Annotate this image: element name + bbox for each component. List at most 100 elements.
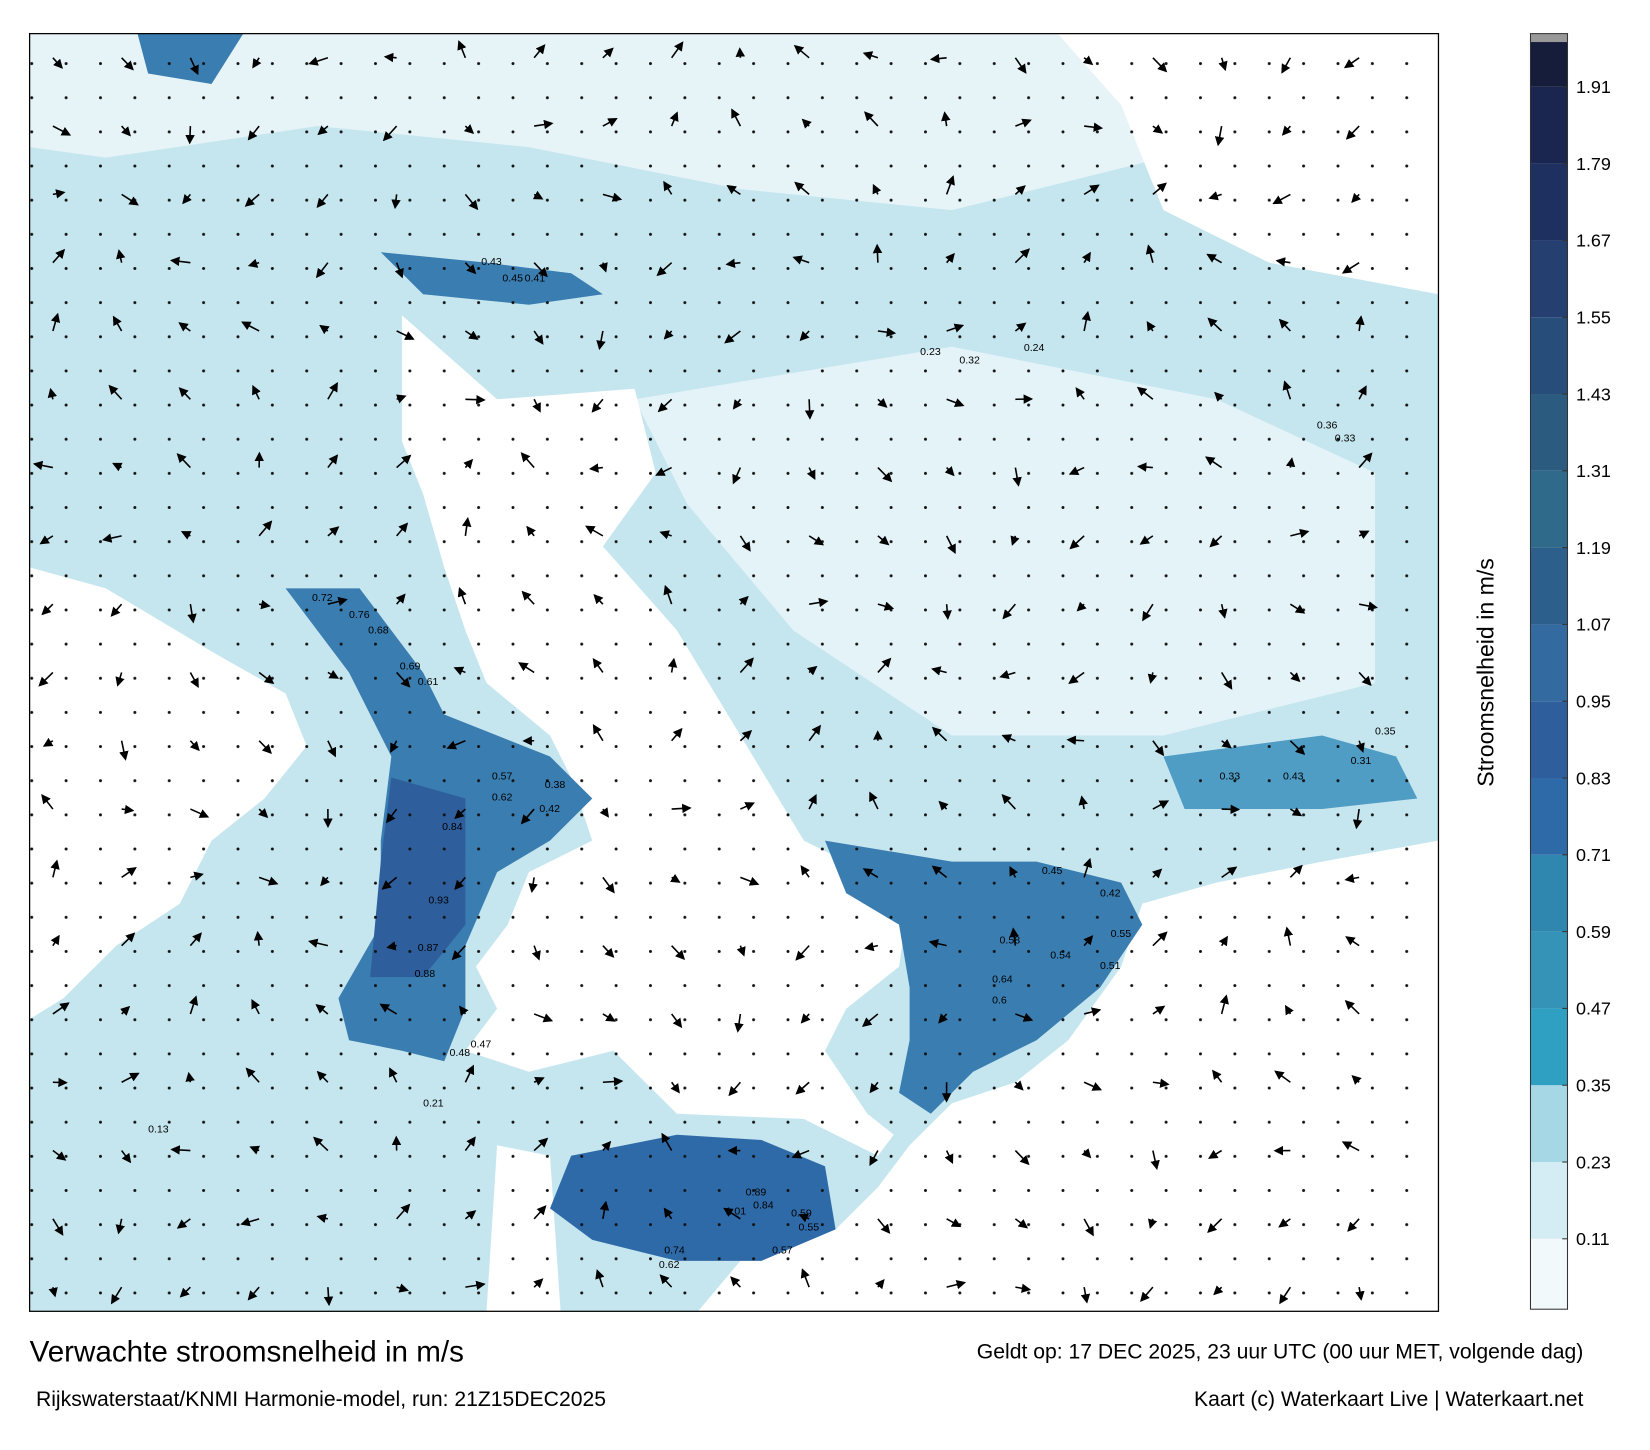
current-arrow [120, 1005, 131, 1016]
map-label: 1.01 [726, 1206, 747, 1218]
colorbar-tick-label: 0.95 [1576, 692, 1611, 712]
current-arrow [253, 930, 264, 946]
map-label: 0.33 [1220, 771, 1241, 783]
current-arrow [121, 804, 135, 815]
current-arrow [931, 726, 948, 742]
current-arrow [454, 876, 466, 891]
current-arrow [396, 522, 409, 537]
current-arrow [1014, 185, 1026, 195]
colorbar-band [1530, 1162, 1568, 1239]
map-label: 0.42 [539, 803, 560, 815]
current-arrow [944, 466, 955, 477]
colorbar-tick-label: 1.67 [1576, 231, 1611, 251]
current-arrow [189, 57, 199, 76]
current-arrow [1345, 936, 1360, 947]
current-arrow [386, 808, 398, 824]
current-arrow [1358, 452, 1373, 469]
current-arrow [877, 467, 893, 483]
current-arrow [121, 932, 136, 947]
colorbar-band [1530, 854, 1568, 932]
colorbar-band [1530, 317, 1568, 395]
current-arrow [396, 1283, 409, 1293]
current-arrow [1218, 603, 1228, 619]
current-arrow [655, 466, 672, 476]
current-arrow [1355, 740, 1365, 753]
current-arrow [320, 875, 331, 887]
current-arrow [1078, 795, 1088, 810]
current-arrow [185, 1071, 195, 1083]
current-arrow [390, 740, 399, 753]
current-arrow [188, 995, 199, 1015]
current-arrow [395, 394, 407, 404]
colorbar-band [1530, 42, 1568, 87]
current-arrow [108, 384, 123, 400]
current-arrow [1083, 184, 1100, 196]
current-arrow [799, 330, 810, 342]
current-arrow [316, 1213, 329, 1223]
current-arrow [864, 941, 879, 952]
current-arrow [121, 125, 131, 137]
current-arrow [999, 670, 1016, 680]
current-arrow [315, 262, 329, 279]
current-arrow [533, 1137, 549, 1152]
current-arrow [1150, 1150, 1160, 1171]
current-arrow [52, 189, 66, 199]
map-label: 0.93 [428, 895, 449, 907]
current-arrow [801, 118, 812, 129]
current-arrow [463, 458, 474, 470]
colorbar-tick-label: 1.19 [1576, 538, 1611, 558]
current-arrow [732, 398, 743, 410]
current-arrow [592, 658, 604, 673]
map-label: 0.89 [746, 1187, 767, 1199]
map-label: 0.13 [148, 1124, 169, 1136]
map-label: 0.84 [753, 1199, 774, 1211]
current-arrow [946, 323, 965, 333]
map-label: 0.45 [1042, 865, 1063, 877]
current-arrow [1206, 253, 1223, 264]
current-arrow [52, 1218, 64, 1236]
current-arrow [252, 384, 261, 400]
current-arrow [120, 1150, 132, 1164]
current-arrow [396, 1203, 411, 1220]
current-arrow [739, 657, 754, 673]
current-arrow [521, 590, 535, 605]
current-arrow [41, 603, 54, 616]
current-arrow [1083, 935, 1094, 947]
colorbar-tick-label: 0.23 [1576, 1152, 1611, 1172]
current-arrow [176, 1218, 191, 1229]
current-arrows [32, 40, 1378, 1307]
current-arrow [464, 193, 479, 211]
current-arrow [389, 1067, 398, 1083]
current-arrow [1084, 122, 1104, 132]
colorbar-outline [1529, 33, 1569, 1310]
current-arrow [872, 183, 882, 195]
current-arrow [1014, 248, 1031, 264]
current-arrow [1014, 1218, 1029, 1229]
map-label: 0.58 [1000, 935, 1021, 947]
current-arrow [670, 873, 681, 883]
current-arrow [602, 1076, 624, 1087]
map-label: 0.24 [1024, 342, 1045, 354]
map-label: 0.38 [545, 779, 566, 791]
current-arrow [457, 40, 467, 59]
colorbar-tick-label: 0.35 [1576, 1076, 1611, 1096]
current-arrow [931, 666, 947, 676]
current-arrow [327, 454, 339, 469]
map-label: 0.88 [415, 968, 436, 980]
current-arrow [724, 330, 741, 344]
current-arrow [121, 57, 134, 71]
current-arrow [1146, 321, 1156, 332]
current-arrow [1015, 1283, 1032, 1293]
current-arrow [1221, 804, 1241, 815]
current-arrow [396, 671, 411, 688]
current-arrow [1219, 994, 1229, 1015]
map-label: 0.33 [1335, 432, 1356, 444]
current-arrow [526, 525, 536, 537]
current-arrow [1221, 866, 1238, 879]
current-arrow [1068, 671, 1085, 684]
current-arrow [1012, 467, 1022, 487]
current-arrow [464, 1210, 477, 1220]
current-arrow [1358, 671, 1372, 686]
colorbar-tick-label: 1.91 [1576, 77, 1611, 97]
